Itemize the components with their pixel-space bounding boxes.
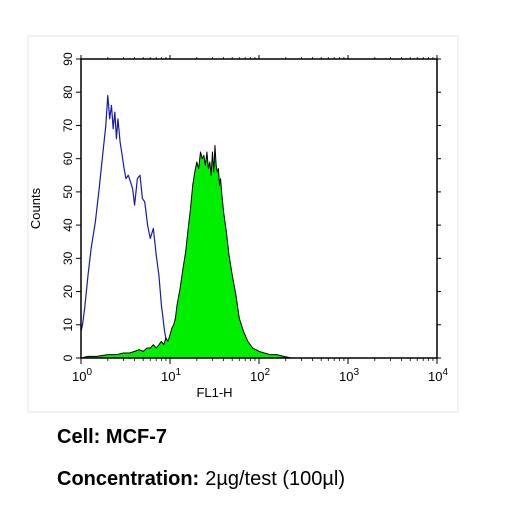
y-tick-label: 0: [61, 354, 75, 361]
series-filled-histogram: [80, 144, 292, 359]
x-tick-label: 102: [250, 367, 270, 384]
y-tick-label: 40: [61, 218, 75, 232]
y-tick-label: 60: [61, 152, 75, 166]
concentration-caption-value: 2µg/test (100µl): [205, 468, 345, 490]
y-tick-label: 30: [61, 251, 75, 265]
y-tick-label: 90: [61, 52, 75, 66]
x-axis-title: FL1-H: [196, 385, 232, 400]
cell-caption-label: Cell:: [57, 426, 101, 448]
cell-caption-value: MCF-7: [105, 426, 168, 448]
y-tick-label: 10: [61, 318, 75, 332]
y-tick-label: 70: [61, 118, 75, 132]
plot-area-border: [80, 58, 438, 359]
cell-caption: Cell: MCF-7: [57, 426, 167, 449]
x-tick-label: 101: [161, 367, 181, 384]
x-tick-label: 104: [428, 367, 448, 384]
y-axis-title: Counts: [28, 187, 43, 229]
y-tick-label: 50: [61, 185, 75, 199]
series-outline-histogram: [80, 94, 172, 359]
concentration-caption-label: Concentration:: [57, 468, 200, 490]
y-tick-label: 80: [61, 85, 75, 99]
x-tick-label: 103: [339, 367, 359, 384]
y-tick-label: 20: [61, 285, 75, 299]
concentration-caption: Concentration: 2µg/test (100µl): [57, 468, 345, 491]
chart-frame: [27, 35, 459, 413]
x-tick-label: 100: [72, 367, 92, 384]
